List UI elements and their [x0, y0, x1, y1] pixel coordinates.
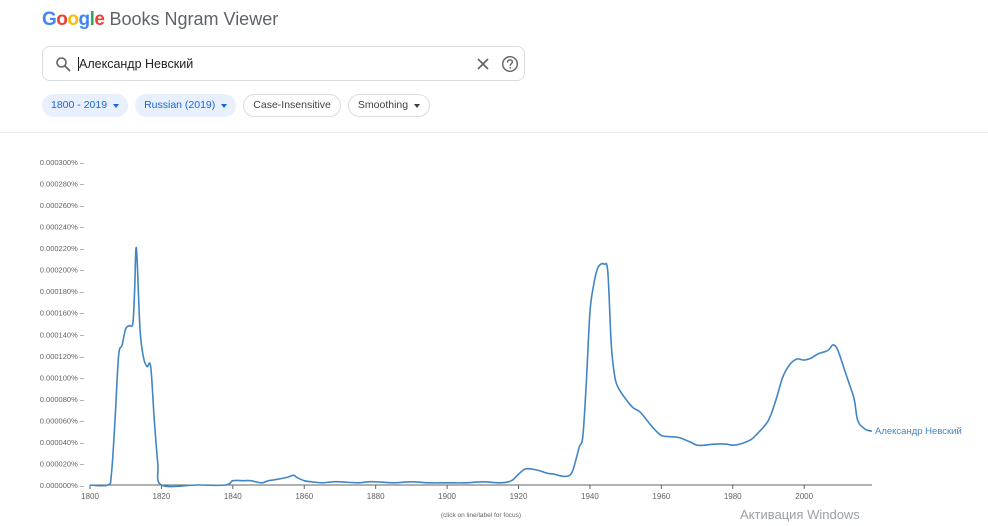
chip-label: 1800 - 2019	[51, 99, 108, 111]
y-tick-label: 0.000160% –	[40, 309, 85, 318]
x-tick-label: 1900	[438, 492, 456, 501]
y-tick-label: 0.000200% –	[40, 266, 85, 275]
help-icon[interactable]	[501, 55, 519, 73]
logo-letter: o	[56, 9, 68, 30]
logo-letter: G	[42, 9, 57, 30]
logo-letter: e	[94, 9, 105, 30]
y-tick-label: 0.000300% –	[40, 158, 85, 167]
logo-letter: l	[89, 9, 95, 30]
product-name: Books Ngram Viewer	[109, 9, 279, 29]
x-tick-label: 1800	[81, 492, 99, 501]
series-line[interactable]	[89, 246, 873, 488]
chevron-down-icon	[113, 103, 120, 108]
y-tick-label: 0.000260% –	[40, 201, 85, 210]
search-box[interactable]	[42, 46, 525, 81]
google-wordmark: Google	[42, 9, 105, 31]
y-tick-label: 0.000000% –	[40, 481, 85, 490]
y-tick-label: 0.000240% –	[40, 223, 85, 232]
windows-activation-watermark: Активация Windows	[740, 507, 860, 522]
chip-label: Russian (2019)	[144, 99, 216, 111]
y-tick-label: 0.000120% –	[40, 352, 85, 361]
header-divider	[0, 132, 988, 133]
x-tick-label: 1820	[153, 492, 171, 501]
x-tick-label: 1980	[724, 492, 742, 501]
x-tick-label: 1860	[295, 492, 313, 501]
filter-bar: 1800 - 2019 Russian (2019) Case-Insensit…	[42, 94, 431, 117]
x-tick-label: 1840	[224, 492, 242, 501]
y-tick-label: 0.000100% –	[40, 373, 85, 382]
x-tick-label: 1920	[510, 492, 528, 501]
chart-footnote: (click on line/label for focus)	[441, 512, 521, 519]
logo-letter: o	[67, 9, 79, 30]
x-tick-label: 1880	[367, 492, 385, 501]
y-tick-label: 0.000040% –	[40, 438, 85, 447]
ngram-chart: 0.000000% – 0.000020% – 0.000040% – 0.00006…	[40, 158, 962, 519]
corpus-dropdown[interactable]: Russian (2019)	[135, 94, 237, 117]
chip-label: Smoothing	[357, 99, 409, 111]
chevron-down-icon	[414, 103, 421, 108]
series-label[interactable]: Александр Невский	[875, 426, 962, 437]
y-tick-label: 0.000280% –	[40, 180, 85, 189]
y-tick-label: 0.000080% –	[40, 395, 85, 404]
logo-letter: g	[78, 9, 91, 30]
y-tick-label: 0.000180% –	[40, 287, 85, 296]
y-tick-label: 0.000140% –	[40, 330, 85, 339]
text-cursor	[78, 57, 79, 71]
y-tick-label: 0.000020% –	[40, 459, 85, 468]
clear-icon[interactable]	[475, 56, 491, 72]
x-tick-label: 2000	[795, 492, 813, 501]
x-tick-label: 1960	[652, 492, 670, 501]
year-range-dropdown[interactable]: 1800 - 2019	[42, 94, 129, 117]
chip-label: Case-Insensitive	[253, 99, 331, 111]
y-tick-label: 0.000220% –	[40, 244, 85, 253]
y-tick-label: 0.000060% –	[40, 416, 85, 425]
smoothing-dropdown[interactable]: Smoothing	[347, 94, 431, 117]
search-input[interactable]	[77, 54, 469, 74]
app-logo[interactable]: Google Books Ngram Viewer	[42, 9, 278, 31]
search-icon[interactable]	[55, 56, 71, 72]
case-insensitive-toggle[interactable]: Case-Insensitive	[243, 94, 341, 117]
chevron-down-icon	[221, 103, 228, 108]
x-tick-label: 1940	[581, 492, 599, 501]
